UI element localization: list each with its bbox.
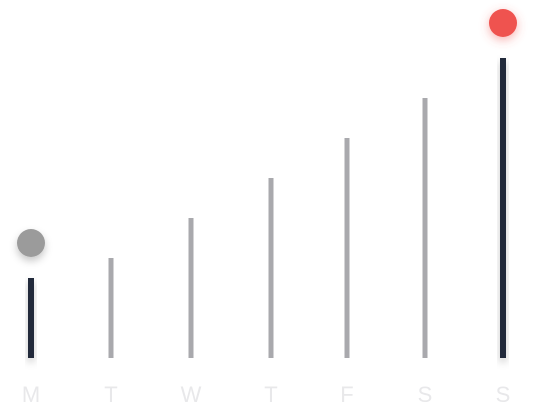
- x-tick-label-6: S: [496, 382, 511, 404]
- bar-1: [108, 258, 114, 358]
- marker-dot-6: [489, 9, 517, 37]
- bar-0: [28, 278, 34, 358]
- x-tick-label-2: W: [181, 382, 202, 404]
- x-tick-label-0: M: [22, 382, 40, 404]
- bar-6: [500, 58, 506, 358]
- bar-5: [422, 98, 428, 358]
- marker-dot-0: [17, 229, 45, 257]
- x-tick-label-3: T: [264, 382, 277, 404]
- bar-4: [344, 138, 350, 358]
- x-tick-label-5: S: [418, 382, 433, 404]
- x-tick-label-4: F: [340, 382, 353, 404]
- bars-layer: [28, 58, 506, 358]
- markers-layer: [17, 9, 517, 257]
- bar-2: [188, 218, 194, 358]
- bar-3: [268, 178, 274, 358]
- x-tick-label-1: T: [104, 382, 117, 404]
